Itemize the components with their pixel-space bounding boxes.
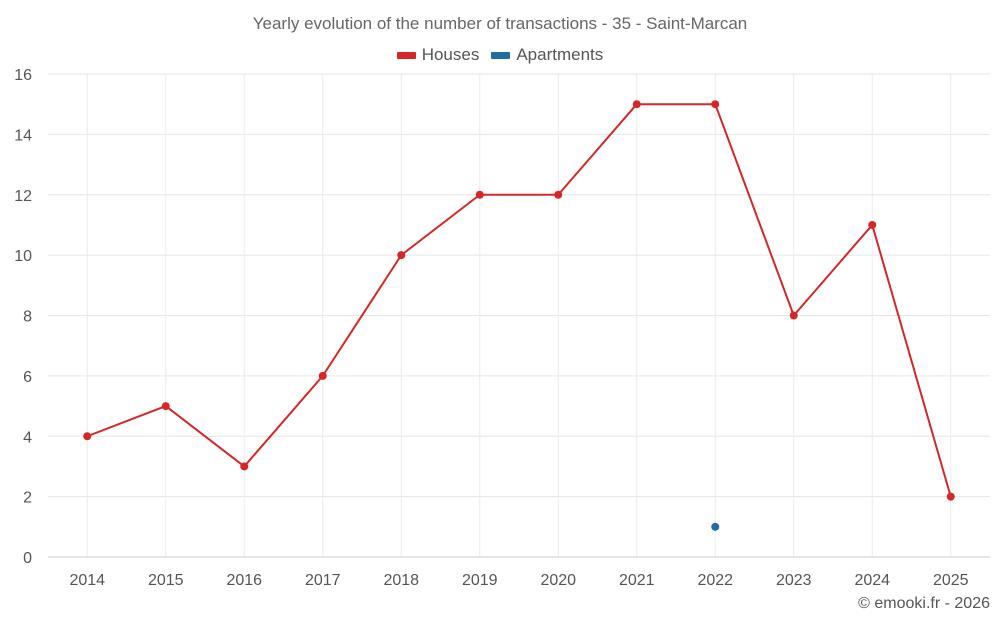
x-tick-label: 2024	[854, 572, 890, 589]
x-tick-label: 2016	[226, 572, 262, 589]
y-tick-label: 10	[14, 248, 32, 265]
data-point-houses	[397, 251, 406, 260]
data-point-houses	[475, 190, 484, 199]
x-tick-label: 2023	[776, 572, 812, 589]
x-tick-label: 2018	[383, 572, 419, 589]
credit-text: © emooki.fr - 2026	[858, 595, 990, 612]
data-point-apartments	[711, 522, 720, 531]
data-point-houses	[318, 371, 327, 380]
y-tick-label: 16	[14, 67, 32, 84]
legend-label-houses: Houses	[421, 45, 480, 64]
y-tick-label: 6	[23, 369, 32, 386]
legend-item-houses[interactable]: Houses	[396, 45, 480, 65]
x-tick-label: 2022	[697, 572, 733, 589]
x-tick-label: 2020	[540, 572, 576, 589]
x-tick-label: 2021	[619, 572, 655, 589]
y-tick-label: 2	[23, 490, 32, 507]
y-tick-label: 8	[23, 309, 32, 326]
legend-swatch-houses	[396, 51, 416, 59]
x-tick-label: 2019	[462, 572, 498, 589]
legend-item-apartments[interactable]: Apartments	[491, 45, 603, 65]
chart-title: Yearly evolution of the number of transa…	[252, 14, 748, 33]
data-point-houses	[789, 311, 798, 320]
y-tick-label: 12	[14, 188, 32, 205]
data-point-houses	[83, 432, 92, 441]
x-tick-label: 2014	[69, 572, 105, 589]
legend-label-apartments: Apartments	[516, 45, 604, 64]
data-point-houses	[161, 402, 170, 411]
y-tick-label: 14	[14, 127, 32, 144]
x-tick-label: 2025	[933, 572, 969, 589]
data-point-houses	[868, 220, 877, 229]
x-tick-label: 2015	[148, 572, 184, 589]
y-tick-label: 4	[23, 429, 32, 446]
legend-swatch-apartments	[491, 51, 511, 59]
data-point-houses	[711, 100, 720, 109]
data-point-houses	[632, 100, 641, 109]
legend: Houses Apartments	[0, 45, 1000, 65]
data-point-houses	[554, 190, 563, 199]
series-line-houses	[86, 103, 952, 497]
x-tick-label: 2017	[305, 572, 341, 589]
data-point-houses	[240, 462, 249, 471]
data-point-houses	[946, 492, 955, 501]
y-tick-label: 0	[23, 550, 32, 567]
